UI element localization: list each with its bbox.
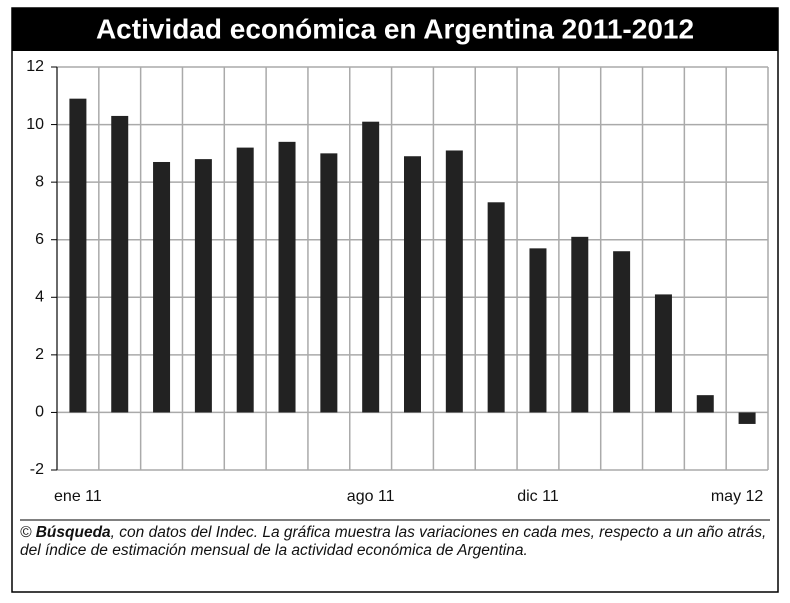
x-tick-label: may 12 <box>711 488 764 505</box>
bar <box>654 294 672 413</box>
y-tick-label: 8 <box>35 173 44 190</box>
y-tick-label: 2 <box>35 346 44 363</box>
bar <box>153 161 171 413</box>
x-tick-label: dic 11 <box>517 488 559 505</box>
bar <box>738 412 756 424</box>
bar <box>69 98 87 413</box>
bar <box>111 115 129 413</box>
y-tick-label: 0 <box>35 404 44 421</box>
bar <box>529 248 547 413</box>
bar <box>320 153 338 413</box>
footer: © Búsqueda, con datos del Indec. La gráf… <box>20 524 776 560</box>
y-tick-label: 4 <box>35 289 44 306</box>
title-bar <box>12 8 778 51</box>
bar <box>362 121 380 413</box>
y-tick-label: 6 <box>35 231 44 248</box>
bar <box>696 395 714 413</box>
y-tick-label: -2 <box>30 461 44 478</box>
bar <box>404 156 421 413</box>
bar <box>194 159 212 413</box>
source: Búsqueda <box>35 524 111 541</box>
y-tick-label: 10 <box>26 116 44 133</box>
bar <box>445 150 463 413</box>
bar <box>236 147 254 413</box>
x-tick-label: ene 11 <box>54 488 102 505</box>
bar <box>487 202 505 413</box>
bar <box>278 141 296 413</box>
bar <box>613 251 631 413</box>
footer-text: , con datos del Indec. La gráfica muestr… <box>20 524 767 559</box>
copyright: © <box>20 524 32 541</box>
x-tick-label: ago 11 <box>347 488 395 505</box>
bar <box>571 236 589 413</box>
chart-title: Actividad económica en Argentina 2011-20… <box>96 13 694 44</box>
y-tick-label: 12 <box>26 58 44 75</box>
